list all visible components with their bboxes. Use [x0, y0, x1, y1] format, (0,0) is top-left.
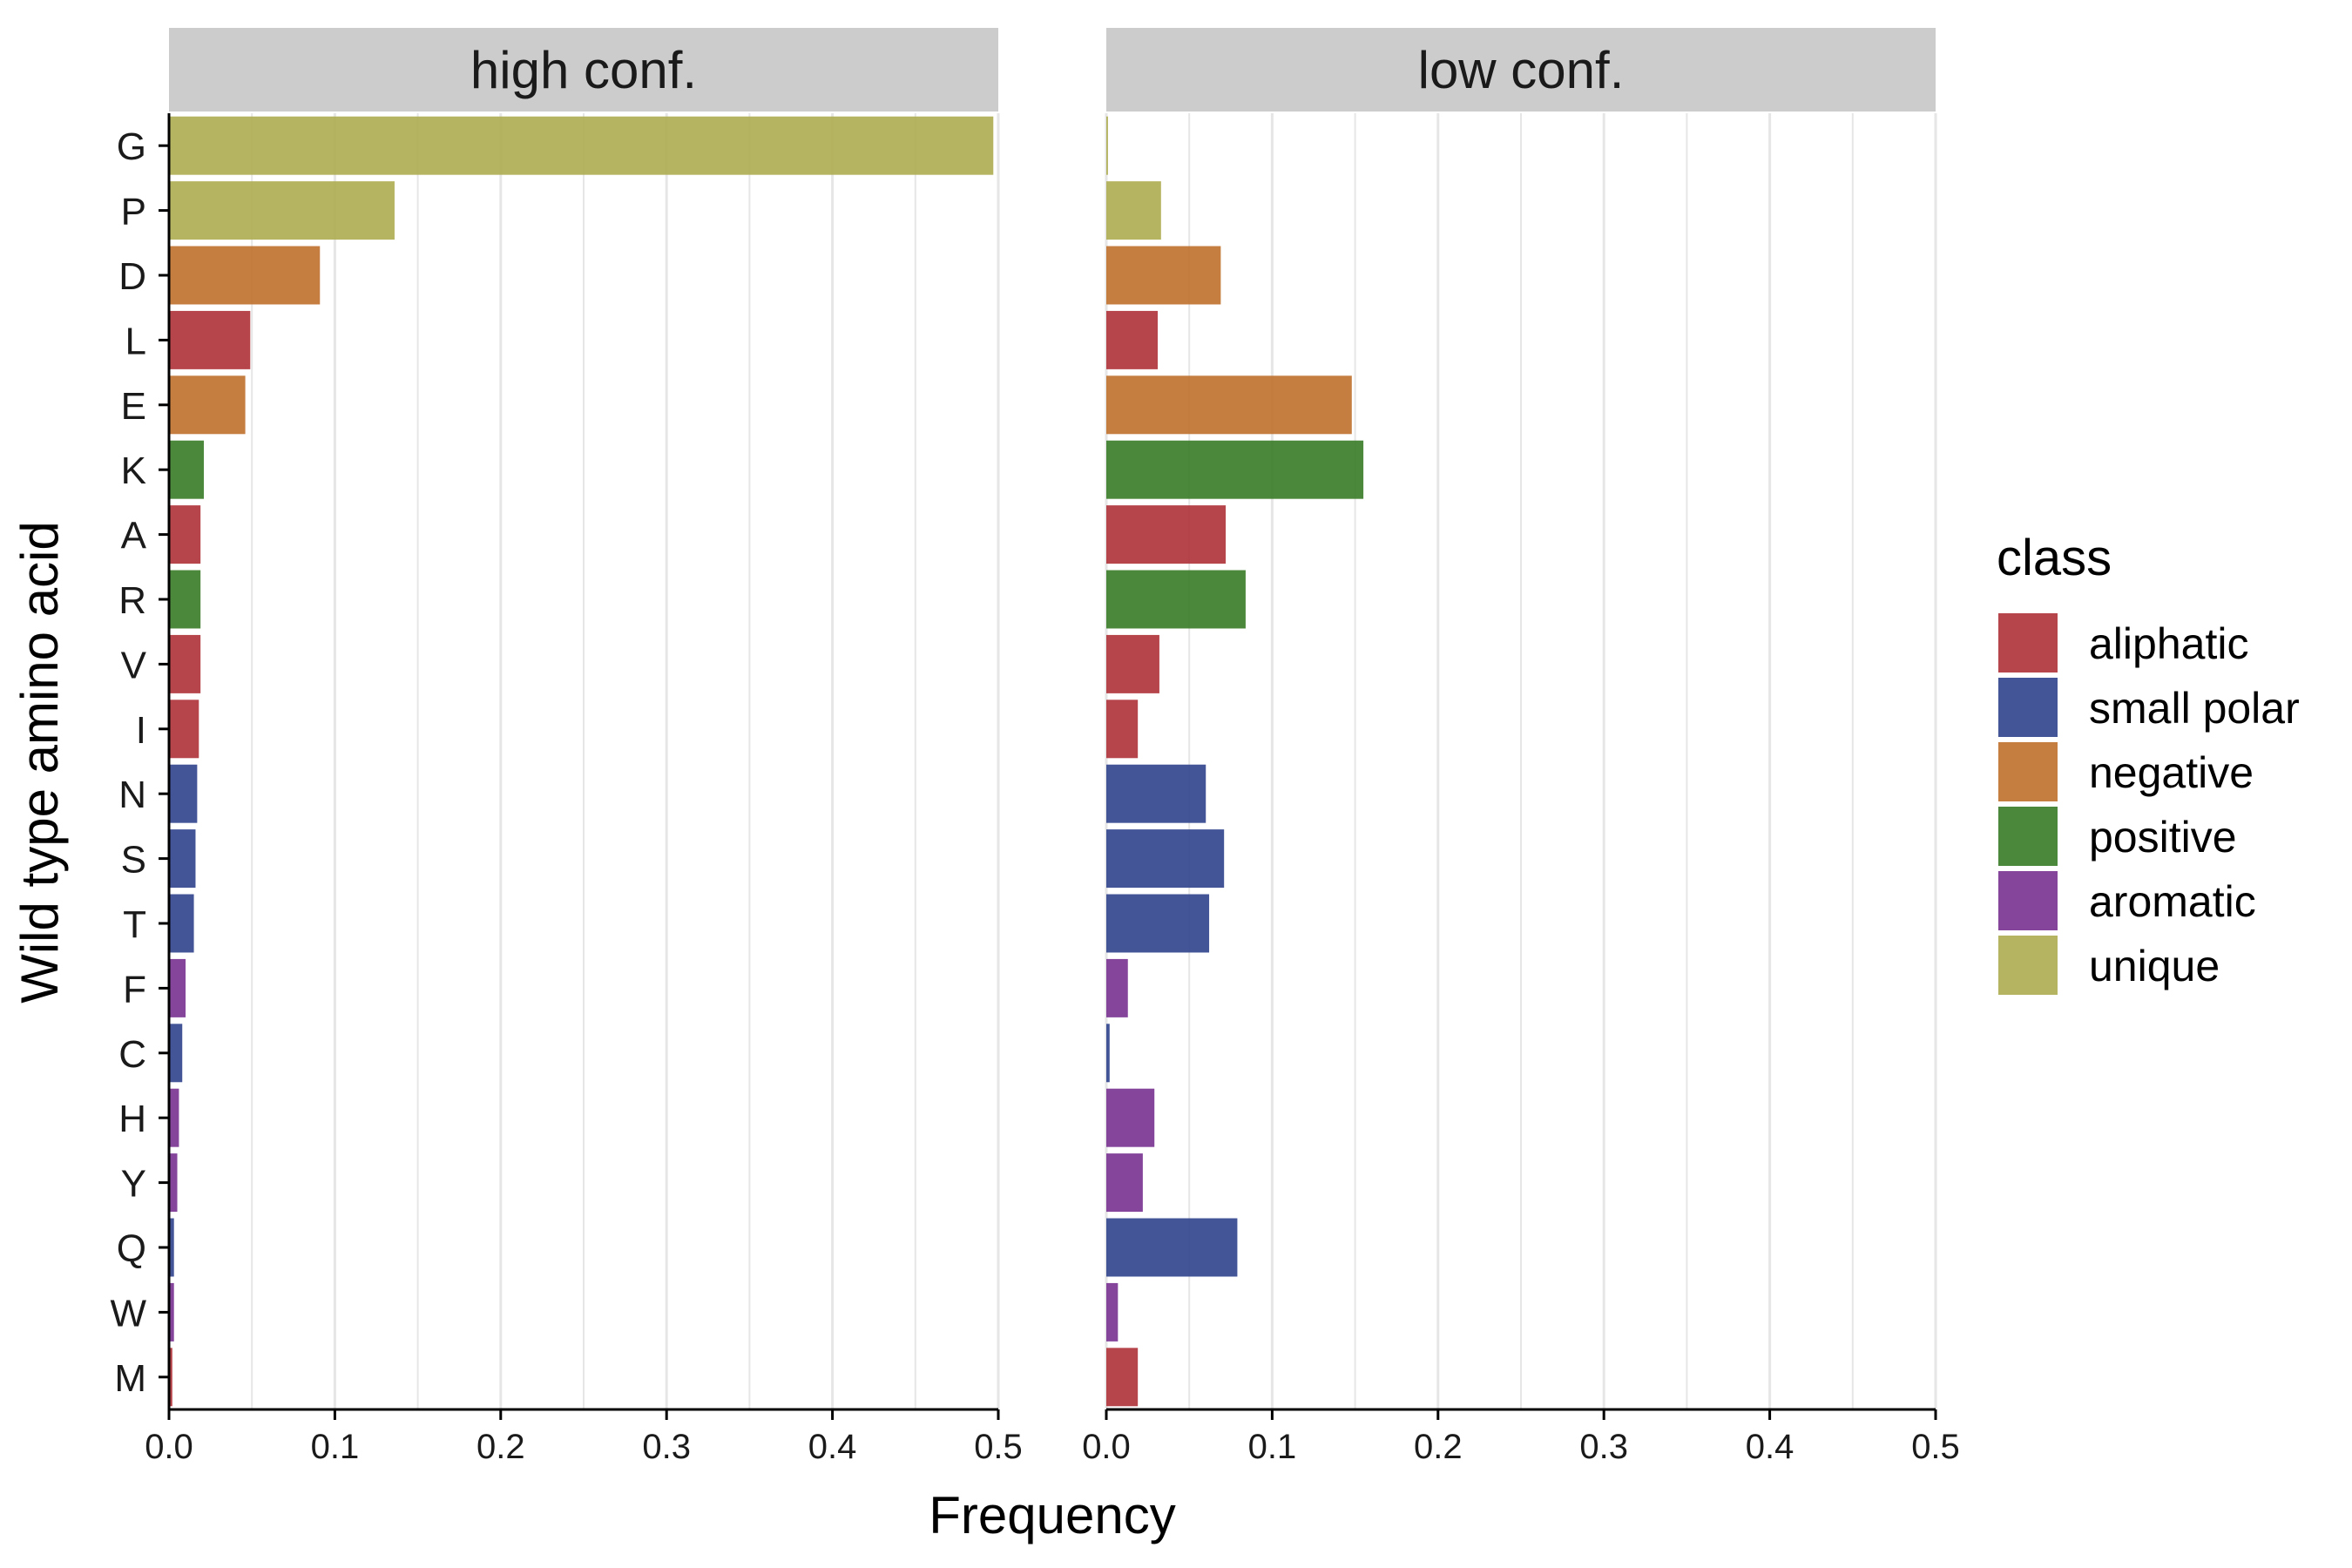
bar-K	[169, 440, 204, 499]
x-tick-label: 0.3	[642, 1428, 691, 1466]
bar-E	[169, 375, 246, 435]
bar-W	[169, 1282, 174, 1342]
bar-I	[169, 700, 199, 759]
bar-L	[1106, 310, 1159, 369]
bar-M	[169, 1348, 172, 1407]
x-tick-label: 0.2	[476, 1428, 525, 1466]
legend-swatch	[1998, 936, 2058, 995]
y-tick-label: W	[110, 1292, 146, 1335]
facet-strip	[1106, 28, 1936, 112]
bar-N	[1106, 764, 1206, 823]
bar-C	[169, 1024, 183, 1083]
y-tick-label: N	[118, 774, 146, 816]
bar-K	[1106, 440, 1364, 499]
y-tick-label: P	[121, 191, 146, 233]
bar-L	[169, 310, 251, 369]
bar-M	[1106, 1348, 1139, 1407]
x-tick-label: 0.4	[1746, 1428, 1794, 1466]
bar-R	[169, 570, 201, 629]
x-tick-label: 0.0	[1082, 1428, 1131, 1466]
facet-strip-label: high conf.	[470, 41, 697, 99]
bar-S	[1106, 829, 1225, 889]
y-tick-label: S	[121, 839, 146, 882]
bar-N	[169, 764, 198, 823]
y-tick-label: D	[118, 255, 146, 298]
bar-F	[169, 958, 186, 1017]
x-axis-title: Frequency	[929, 1486, 1175, 1544]
x-tick-label: 0.2	[1414, 1428, 1463, 1466]
facet-strip	[169, 28, 998, 112]
bar-G	[1106, 116, 1108, 175]
bar-E	[1106, 375, 1352, 435]
legend-label: small polar	[2089, 684, 2300, 733]
x-tick-label: 0.5	[974, 1428, 1023, 1466]
bar-H	[169, 1088, 179, 1147]
y-tick-label: H	[118, 1098, 146, 1140]
bar-R	[1106, 570, 1246, 629]
bar-I	[1106, 700, 1139, 759]
bar-Q	[169, 1218, 174, 1277]
x-tick-label: 0.1	[311, 1428, 360, 1466]
y-tick-label: L	[125, 320, 146, 362]
bar-V	[1106, 634, 1159, 693]
bar-T	[1106, 894, 1210, 953]
x-tick-label: 0.5	[1911, 1428, 1960, 1466]
bar-W	[1106, 1282, 1119, 1342]
bar-D	[169, 246, 321, 305]
panel-low-conf: low conf. 0.0 0.1 0.2 0.3 0.4 0.5	[1082, 28, 1960, 1466]
chart-panels: high conf. 0.0 0.1 0.2 0.3 0.4 0.5 low conf. 0.0…	[145, 28, 1960, 1466]
panel-high-conf: high conf. 0.0 0.1 0.2 0.3 0.4 0.5	[145, 28, 1023, 1466]
legend-swatch	[1998, 742, 2058, 801]
bar-Y	[169, 1153, 178, 1213]
bar-H	[1106, 1088, 1155, 1147]
bar-S	[169, 829, 196, 889]
x-tick-label: 0.3	[1579, 1428, 1628, 1466]
y-tick-label: R	[118, 579, 146, 622]
bar-V	[169, 634, 201, 693]
y-tick-label: E	[121, 385, 146, 428]
legend: class aliphatic small polar negative positiv…	[1997, 530, 2300, 995]
bar-P	[169, 181, 395, 240]
bar-F	[1106, 958, 1128, 1017]
x-tick-label: 0.4	[808, 1428, 857, 1466]
bar-G	[169, 116, 994, 175]
y-tick-label: G	[117, 125, 146, 168]
y-tick-label: A	[121, 515, 147, 558]
y-tick-label: Y	[121, 1163, 146, 1206]
bar-A	[169, 505, 201, 564]
legend-label: unique	[2089, 942, 2220, 990]
y-tick-label: K	[121, 449, 146, 492]
legend-label: aromatic	[2089, 877, 2256, 926]
legend-label: positive	[2089, 813, 2237, 862]
legend-label: aliphatic	[2089, 619, 2248, 668]
legend-swatch	[1998, 678, 2058, 737]
legend-swatch	[1998, 807, 2058, 866]
bar-Y	[1106, 1153, 1143, 1213]
legend-swatch	[1998, 871, 2058, 930]
bar-Q	[1106, 1218, 1238, 1277]
legend-swatch	[1998, 613, 2058, 672]
y-tick-label: M	[114, 1357, 146, 1400]
x-tick-label: 0.0	[145, 1428, 193, 1466]
bar-T	[169, 894, 194, 953]
x-tick-label: 0.1	[1248, 1428, 1297, 1466]
y-tick-label: Q	[117, 1227, 146, 1270]
y-tick-label: F	[123, 968, 146, 1010]
bar-D	[1106, 246, 1221, 305]
bar-P	[1106, 181, 1161, 240]
y-tick-label: I	[136, 709, 146, 752]
y-tick-label: C	[118, 1033, 146, 1076]
legend-label: negative	[2089, 748, 2254, 797]
y-axis-title: Wild type amino acid	[10, 521, 69, 1004]
y-tick-label: V	[121, 644, 147, 686]
bar-C	[1106, 1024, 1110, 1083]
bar-A	[1106, 505, 1227, 564]
facet-strip-label: low conf.	[1418, 41, 1625, 99]
legend-title: class	[1997, 530, 2112, 586]
y-tick-label: T	[123, 903, 146, 946]
